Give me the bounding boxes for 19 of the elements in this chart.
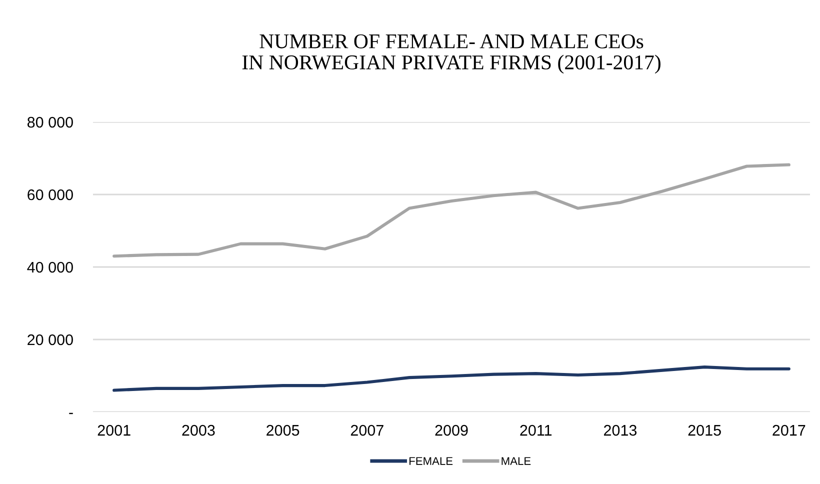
chart-title: NUMBER OF FEMALE- AND MALE CEOs IN NORWEGIAN PRIVATE FIRMS (2001-2017) xyxy=(242,34,660,74)
x-tick-label: 2005 xyxy=(266,424,300,436)
y-tick-label: 20 000 xyxy=(28,334,73,346)
x-tick-label: 2011 xyxy=(520,424,552,436)
y-tick-label: 80 000 xyxy=(27,116,73,128)
x-tick-label: 2017 xyxy=(772,424,806,436)
x-tick-label: 2003 xyxy=(182,424,215,436)
y-tick-label: - xyxy=(69,412,73,414)
x-tick-label: 2015 xyxy=(688,424,721,436)
y-tick-label: 40 000 xyxy=(27,262,73,273)
x-tick-label: 2013 xyxy=(604,424,637,436)
x-tick-label: 2007 xyxy=(350,424,384,436)
x-tick-label: 2001 xyxy=(98,424,130,436)
legend-label: MALE xyxy=(502,457,531,465)
line-series xyxy=(112,366,790,392)
y-tick-label: 60 000 xyxy=(28,189,73,200)
line-series xyxy=(112,163,790,258)
x-tick-label: 2009 xyxy=(435,424,468,436)
legend-label: FEMALE xyxy=(410,457,453,465)
